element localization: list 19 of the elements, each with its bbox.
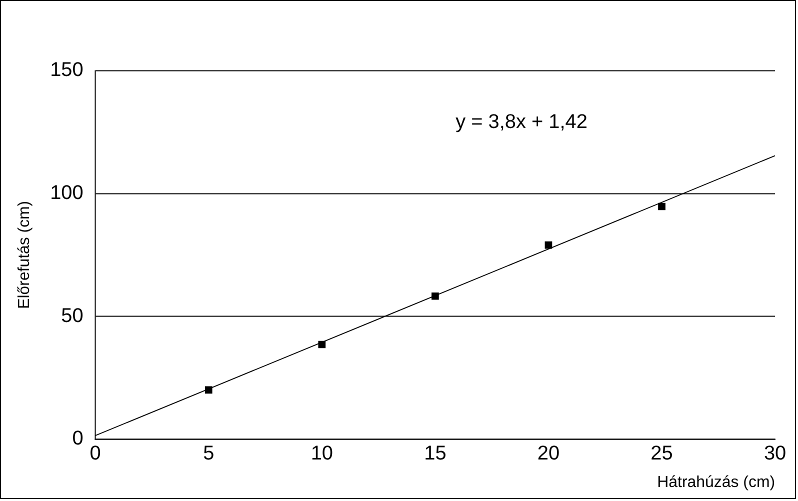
x-tick-label: 30: [764, 442, 786, 464]
point: [432, 292, 439, 300]
point: [658, 202, 666, 210]
y-tick-label: 150: [50, 59, 84, 82]
y-tick-label: 0: [72, 428, 84, 450]
x-axis-title: Hátrahúzás (cm): [657, 474, 776, 491]
y-tick-label: 50: [61, 304, 84, 327]
x-tick-label: 10: [310, 442, 333, 464]
point: [544, 241, 552, 249]
x-tick-label: 5: [203, 442, 214, 464]
point: [318, 340, 326, 348]
point: [204, 386, 212, 394]
y-axis-title: Előrefutás (cm): [16, 200, 33, 309]
x-tick-label: 15: [424, 442, 446, 464]
x-tick-label: 20: [537, 442, 560, 464]
x-tick-label: 25: [650, 442, 673, 464]
y-tick-label: 100: [50, 182, 84, 204]
x-tick-label: 0: [90, 442, 101, 464]
annotation: y = 3,8x + 1,42: [456, 111, 588, 133]
